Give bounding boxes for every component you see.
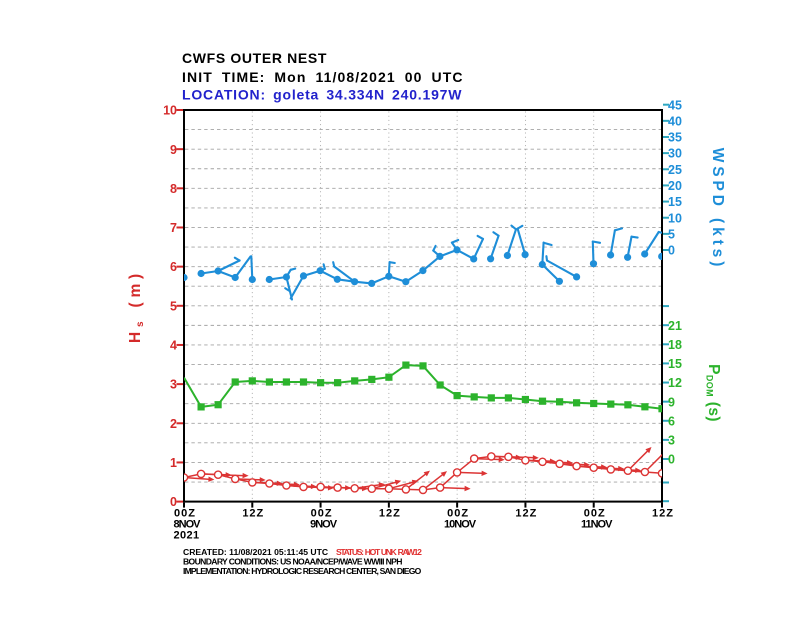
svg-text:10NOV: 10NOV: [444, 519, 477, 531]
svg-text:9: 9: [668, 395, 675, 409]
svg-text:3: 3: [170, 378, 177, 392]
svg-text:5: 5: [668, 228, 675, 242]
svg-text:Hs (m): Hs (m): [127, 269, 146, 343]
svg-text:35: 35: [668, 131, 682, 145]
svg-text:12Z: 12Z: [652, 508, 674, 520]
svg-text:CWFS OUTER NEST: CWFS OUTER NEST: [182, 50, 327, 66]
svg-text:12: 12: [668, 376, 682, 390]
svg-text:3: 3: [668, 434, 675, 448]
svg-text:40: 40: [668, 114, 682, 128]
svg-text:12Z: 12Z: [515, 508, 537, 520]
svg-text:00Z: 00Z: [584, 508, 606, 520]
svg-text:9NOV: 9NOV: [310, 519, 338, 531]
svg-text:00Z: 00Z: [174, 508, 196, 520]
svg-text:21: 21: [668, 319, 682, 333]
svg-text:LOCATION: goleta 34.334N 240.1: LOCATION: goleta 34.334N 240.197W: [182, 87, 462, 103]
svg-text:1: 1: [170, 456, 177, 470]
svg-text:00Z: 00Z: [311, 508, 333, 520]
svg-text:15: 15: [668, 195, 682, 209]
svg-text:20: 20: [668, 179, 682, 193]
svg-text:18: 18: [668, 338, 682, 352]
svg-text:0: 0: [668, 453, 675, 467]
svg-text:STATUS: HOT UNK RAW12: STATUS: HOT UNK RAW12: [336, 547, 422, 557]
svg-text:7: 7: [170, 221, 177, 235]
svg-text:IMPLEMENTATION: HYDROLOGIC RES: IMPLEMENTATION: HYDROLOGIC RESEARCH CENT…: [183, 566, 422, 576]
svg-text:5: 5: [170, 299, 177, 313]
svg-text:10: 10: [668, 211, 682, 225]
svg-text:6: 6: [668, 414, 675, 428]
svg-text:4: 4: [170, 339, 177, 353]
svg-text:30: 30: [668, 147, 682, 161]
svg-text:9: 9: [170, 143, 177, 157]
svg-text:2: 2: [170, 417, 177, 431]
svg-text:0: 0: [668, 244, 675, 258]
svg-text:BOUNDARY CONDITIONS: US NOAA/N: BOUNDARY CONDITIONS: US NOAA/NCEP/WAVE W…: [183, 556, 402, 566]
svg-text:CREATED: 11/08/2021 05:11:45 U: CREATED: 11/08/2021 05:11:45 UTC: [183, 547, 328, 557]
svg-text:INIT TIME: Mon 11/08/2021 00 U: INIT TIME: Mon 11/08/2021 00 UTC: [182, 69, 464, 85]
svg-text:25: 25: [668, 163, 682, 177]
svg-text:WSPD (kts): WSPD (kts): [709, 148, 726, 271]
svg-text:8NOV: 8NOV: [174, 519, 202, 531]
svg-text:6: 6: [170, 260, 177, 274]
svg-text:10: 10: [163, 104, 177, 118]
svg-text:11NOV: 11NOV: [581, 519, 613, 531]
svg-text:00Z: 00Z: [447, 508, 469, 520]
svg-text:15: 15: [668, 357, 682, 371]
svg-text:12Z: 12Z: [242, 508, 264, 520]
svg-text:0: 0: [170, 495, 177, 509]
svg-text:2021: 2021: [173, 530, 199, 542]
svg-text:12Z: 12Z: [379, 508, 401, 520]
svg-text:45: 45: [668, 98, 682, 112]
svg-text:8: 8: [170, 182, 177, 196]
